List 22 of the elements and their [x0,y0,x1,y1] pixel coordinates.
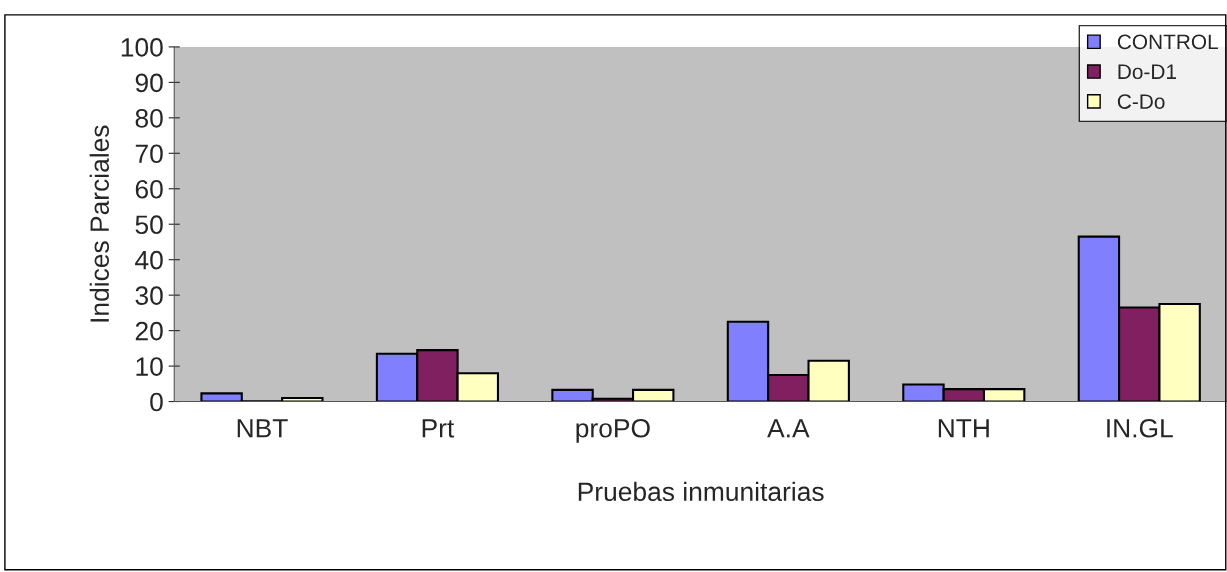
y-tick-label: 10 [136,357,163,376]
legend-label: C-Do [1117,94,1165,109]
y-tick-label: 40 [135,250,163,270]
legend-label: Do-D1 [1118,64,1176,80]
legend-label: CONTROL [1117,34,1218,50]
y-tick-label: 30 [135,286,163,305]
x-axis-title: Pruebas inmunitarias [578,481,824,502]
x-tick-label: NBT [237,419,288,438]
x-tick-label: NTH [938,419,989,438]
x-tick-label: A.A [767,419,810,438]
y-tick-label: 0 [150,392,163,412]
x-tick-label: proPO [576,418,650,443]
y-tick-label: 100 [121,38,163,57]
y-tick-label: 60 [135,179,163,199]
y-tick-label: 50 [135,215,163,235]
y-tick-label: 80 [135,108,163,128]
y-tick-label: 20 [135,321,163,341]
y-tick-label: 90 [135,73,163,93]
y-tick-label: 70 [135,144,163,164]
y-axis-title: Indices Parciales [89,125,110,322]
x-tick-label: IN.GL [1107,418,1173,438]
x-tick-label: Prt [422,419,455,438]
